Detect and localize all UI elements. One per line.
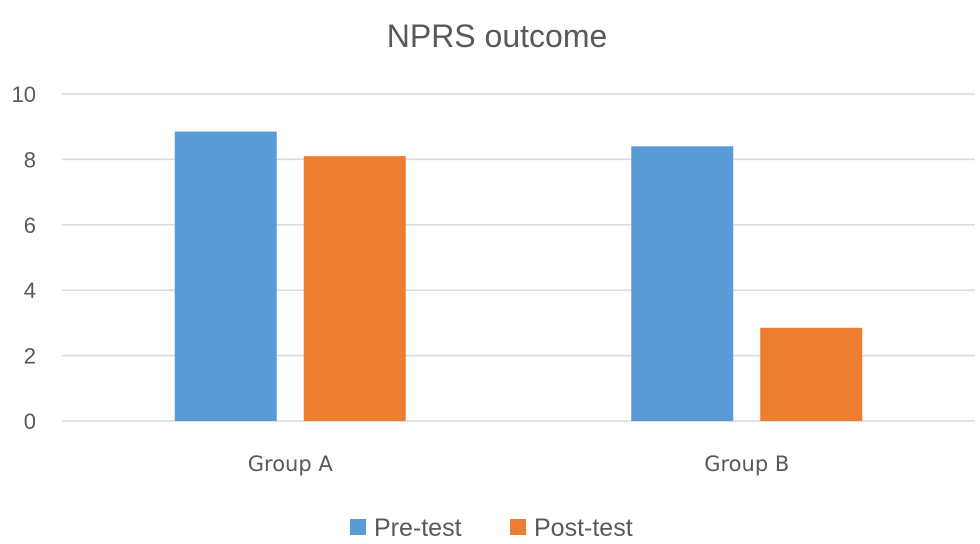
category-label: Group B <box>704 452 789 476</box>
legend-label: Pre-test <box>374 514 462 542</box>
bar-post-test <box>760 327 863 421</box>
bar-post-test <box>303 156 406 421</box>
bar-pre-test <box>631 146 734 421</box>
y-tick-label: 4 <box>24 278 36 303</box>
y-tick-label: 10 <box>12 82 36 107</box>
category-label: Group A <box>248 452 334 476</box>
y-tick-label: 2 <box>24 344 36 369</box>
y-tick-label: 0 <box>24 409 36 434</box>
bar-pre-test <box>174 131 277 422</box>
legend-swatch <box>510 519 526 535</box>
y-tick-label: 6 <box>24 213 36 238</box>
legend: Pre-test Post-test <box>350 514 633 542</box>
legend-swatch <box>350 519 366 535</box>
y-tick-label: 8 <box>24 147 36 172</box>
legend-label: Post-test <box>534 514 633 542</box>
chart-title: NPRS outcome <box>387 18 608 54</box>
bars <box>174 131 863 422</box>
y-axis-tick-labels: 0 2 4 6 8 10 <box>12 82 36 434</box>
x-axis-category-labels: Group A Group B <box>248 452 790 476</box>
